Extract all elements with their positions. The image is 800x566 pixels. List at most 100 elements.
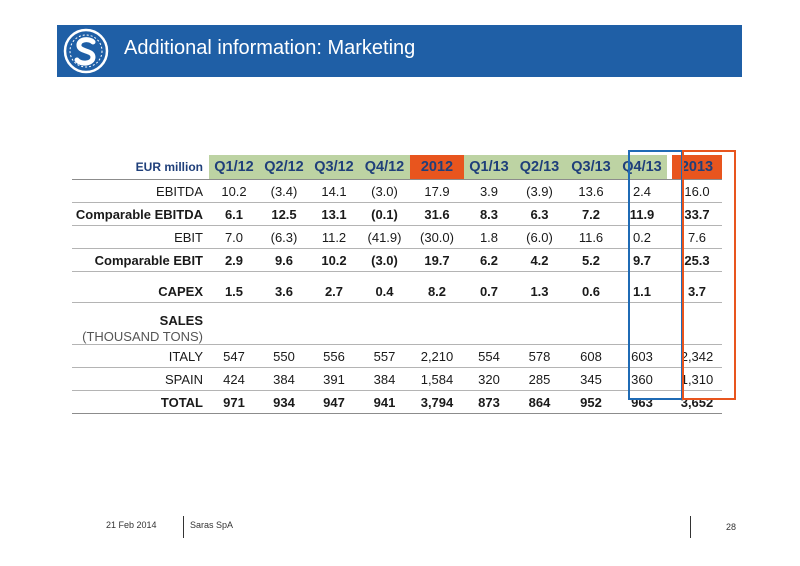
marketing-table: EUR million Q1/12 Q2/12 Q3/12 Q4/12 2012…: [72, 155, 722, 414]
table-cell: 285: [514, 367, 565, 391]
table-cell: 424: [209, 367, 259, 391]
table-cell: 9.6: [259, 248, 309, 272]
col-header: Q3/12: [309, 155, 359, 180]
table-cell: 7.0: [209, 225, 259, 249]
table-cell: 0.4: [359, 280, 410, 303]
table-cell: 6.2: [464, 248, 514, 272]
col-gap: [667, 344, 672, 368]
col-header: Q2/12: [259, 155, 309, 180]
table-cell: 33.7: [672, 202, 722, 226]
table-spacer: [72, 303, 722, 312]
table-cell: 608: [565, 344, 617, 368]
col-header: Q3/13: [565, 155, 617, 180]
table-cell: (6.3): [259, 225, 309, 249]
table-row-total: TOTAL 971 934 947 941 3,794 873 864 952 …: [72, 390, 722, 414]
table-cell: 554: [464, 344, 514, 368]
row-label: Comparable EBITDA: [72, 202, 209, 226]
table-cell: 11.2: [309, 225, 359, 249]
table-cell: 384: [359, 367, 410, 391]
table-row: Comparable EBIT 2.9 9.6 10.2 (3.0) 19.7 …: [72, 248, 722, 272]
col-gap: [667, 179, 672, 203]
q4-13-highlight-box: [628, 150, 683, 400]
table-cell: 3,794: [410, 390, 464, 414]
table-cell: 934: [259, 390, 309, 414]
table-cell: 10.2: [309, 248, 359, 272]
table-cell: 3,652: [672, 390, 722, 414]
row-label: Comparable EBIT: [72, 248, 209, 272]
table-cell: 11.6: [565, 225, 617, 249]
table-cell: 971: [209, 390, 259, 414]
table-row: SPAIN 424 384 391 384 1,584 320 285 345 …: [72, 367, 722, 391]
table-cell: 3.6: [259, 280, 309, 303]
table-cell: 6.1: [209, 202, 259, 226]
row-label: TOTAL: [72, 390, 209, 414]
col-header: Q1/12: [209, 155, 259, 180]
table-cell: 3.7: [672, 280, 722, 303]
row-label: SPAIN: [72, 367, 209, 391]
table-cell: 0.7: [464, 280, 514, 303]
table-cell: 873: [464, 390, 514, 414]
table-row: CAPEX 1.5 3.6 2.7 0.4 8.2 0.7 1.3 0.6 1.…: [72, 280, 722, 303]
sales-unit-label: (THOUSAND TONS): [72, 329, 209, 345]
table-cell: 1,310: [672, 367, 722, 391]
table-cell: 2,210: [410, 344, 464, 368]
table-cell: 3.9: [464, 179, 514, 203]
table-cell: 2,342: [672, 344, 722, 368]
col-gap: [667, 280, 672, 303]
slide-header: Additional information: Marketing: [57, 25, 742, 77]
footer-company: Saras SpA: [190, 520, 234, 530]
footer-date: 21 Feb 2014: [106, 520, 157, 530]
sales-label: SALES: [159, 312, 203, 328]
table-cell: (3.4): [259, 179, 309, 203]
col-header: Q4/12: [359, 155, 410, 180]
table-cell: 1.3: [514, 280, 565, 303]
year-2013-highlight-box: [682, 150, 736, 400]
footer-divider: [690, 516, 691, 538]
col-header: 2012: [410, 155, 464, 180]
table-cell: 947: [309, 390, 359, 414]
table-cell: 556: [309, 344, 359, 368]
table-cell: 25.3: [672, 248, 722, 272]
page-title: Additional information: Marketing: [124, 37, 416, 59]
table-cell: (3.0): [359, 179, 410, 203]
table-cell: 391: [309, 367, 359, 391]
col-gap: [667, 248, 672, 272]
col-header: Q1/13: [464, 155, 514, 180]
col-gap: [667, 390, 672, 414]
table-cell: (30.0): [410, 225, 464, 249]
table-cell: 31.6: [410, 202, 464, 226]
table-cell: 12.5: [259, 202, 309, 226]
table-cell: 2.9: [209, 248, 259, 272]
table-row: Comparable EBITDA 6.1 12.5 13.1 (0.1) 31…: [72, 202, 722, 226]
table-cell: 5.2: [565, 248, 617, 272]
col-header: Q4/13: [617, 155, 667, 180]
table-cell: 13.1: [309, 202, 359, 226]
table-cell: (3.9): [514, 179, 565, 203]
table-cell: 547: [209, 344, 259, 368]
table-cell: 8.3: [464, 202, 514, 226]
table-cell: 864: [514, 390, 565, 414]
table-cell: 941: [359, 390, 410, 414]
table-cell: 17.9: [410, 179, 464, 203]
table-cell: 2.7: [309, 280, 359, 303]
table-cell: 16.0: [672, 179, 722, 203]
table-cell: (3.0): [359, 248, 410, 272]
table-cell: 7.2: [565, 202, 617, 226]
table-cell: 320: [464, 367, 514, 391]
table-cell: 1.5: [209, 280, 259, 303]
table-cell: 0.6: [565, 280, 617, 303]
table-cell: 7.6: [672, 225, 722, 249]
sales-heading-row: SALES: [72, 311, 722, 329]
table-cell: 10.2: [209, 179, 259, 203]
table-row: ITALY 547 550 556 557 2,210 554 578 608 …: [72, 344, 722, 368]
col-gap: [667, 225, 672, 249]
table-header-row: EUR million Q1/12 Q2/12 Q3/12 Q4/12 2012…: [72, 155, 722, 180]
table-spacer: [72, 272, 722, 281]
table-cell: 384: [259, 367, 309, 391]
table-cell: 1.8: [464, 225, 514, 249]
page-number: 28: [726, 522, 737, 532]
table-cell: 578: [514, 344, 565, 368]
table-cell: (6.0): [514, 225, 565, 249]
row-label: CAPEX: [72, 280, 209, 303]
table-cell: 6.3: [514, 202, 565, 226]
